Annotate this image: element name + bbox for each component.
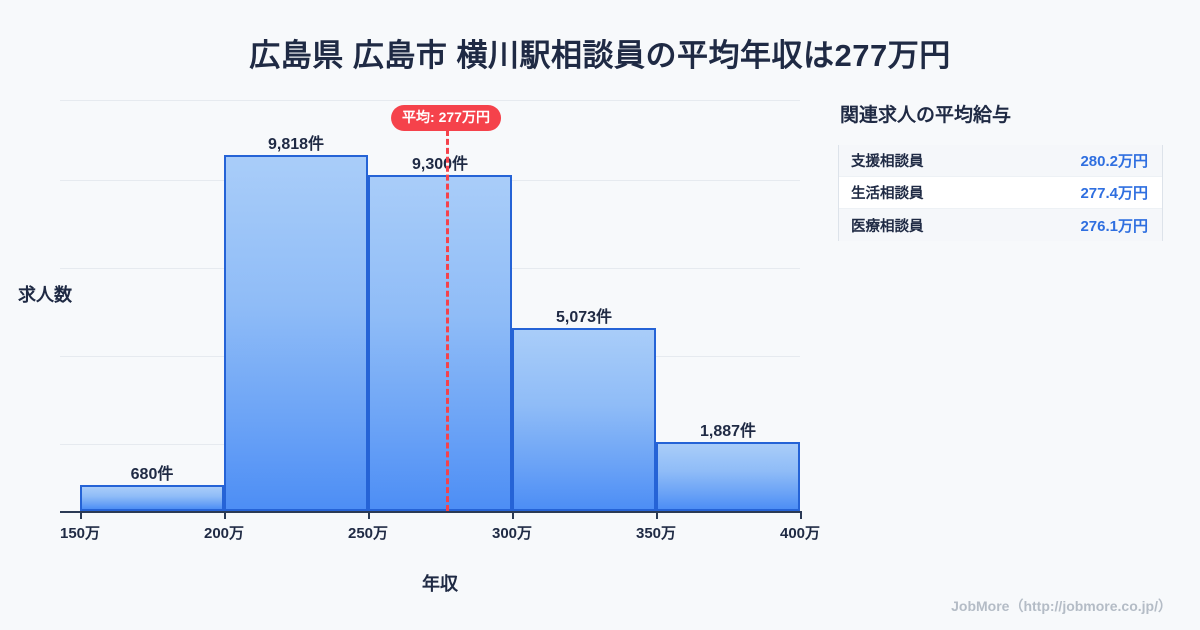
x-tick-label: 300万 xyxy=(491,525,533,542)
average-line xyxy=(446,130,449,511)
related-salary-table: 支援相談員 280.2万円 生活相談員 277.4万円 医療相談員 276.1万… xyxy=(838,145,1163,241)
related-salary-panel: 関連求人の平均給与 支援相談員 280.2万円 生活相談員 277.4万円 医療… xyxy=(838,100,1168,241)
bar-bin-4[interactable] xyxy=(512,328,656,511)
tick-mark xyxy=(656,511,658,519)
job-salary: 280.2万円 xyxy=(1080,153,1148,170)
x-tick-label: 400万 xyxy=(779,525,821,542)
bar-bin-2[interactable] xyxy=(224,155,368,511)
tick-mark xyxy=(800,511,802,519)
job-salary: 277.4万円 xyxy=(1080,185,1148,202)
bar-value-label: 9,818件 xyxy=(267,136,325,153)
related-salary-heading: 関連求人の平均給与 xyxy=(840,105,1012,126)
bar-value-label: 1,887件 xyxy=(699,423,757,440)
job-salary: 276.1万円 xyxy=(1080,217,1148,235)
bar-bin-3[interactable] xyxy=(368,175,512,511)
x-axis-title: 年収 xyxy=(422,574,458,594)
tick-mark xyxy=(80,511,82,519)
x-tick-label: 250万 xyxy=(347,525,389,542)
bar-value-label: 680件 xyxy=(130,466,174,483)
x-tick-label: 200万 xyxy=(203,525,245,542)
page-title: 広島県 広島市 横川駅相談員の平均年収は277万円 xyxy=(249,38,951,73)
average-badge: 平均: 277万円 xyxy=(391,105,501,131)
table-row[interactable]: 支援相談員 280.2万円 xyxy=(839,145,1162,177)
tick-mark xyxy=(224,511,226,519)
bar-value-label: 5,073件 xyxy=(555,309,613,326)
x-tick-label: 350万 xyxy=(635,525,677,542)
bar-bin-1[interactable] xyxy=(80,485,224,511)
footer-credit: JobMore（http://jobmore.co.jp/） xyxy=(951,598,1172,614)
x-axis-line xyxy=(60,511,800,513)
histogram-chart: 求人数 年収 680件 9,818件 9,300件 5,073件 1,887件 … xyxy=(18,96,820,594)
gridline-1 xyxy=(60,100,800,101)
job-title: 医療相談員 xyxy=(851,218,924,235)
job-title: 支援相談員 xyxy=(851,154,924,170)
tick-mark xyxy=(512,511,514,519)
job-title: 生活相談員 xyxy=(851,186,924,202)
y-axis-title: 求人数 xyxy=(18,285,72,305)
plot-area: 680件 9,818件 9,300件 5,073件 1,887件 平均: 277… xyxy=(60,96,820,542)
bar-bin-5[interactable] xyxy=(656,442,800,511)
table-row[interactable]: 医療相談員 276.1万円 xyxy=(839,209,1162,241)
x-tick-label: 150万 xyxy=(59,525,101,542)
bar-value-label: 9,300件 xyxy=(411,156,469,173)
tick-mark xyxy=(368,511,370,519)
table-row[interactable]: 生活相談員 277.4万円 xyxy=(839,177,1162,209)
